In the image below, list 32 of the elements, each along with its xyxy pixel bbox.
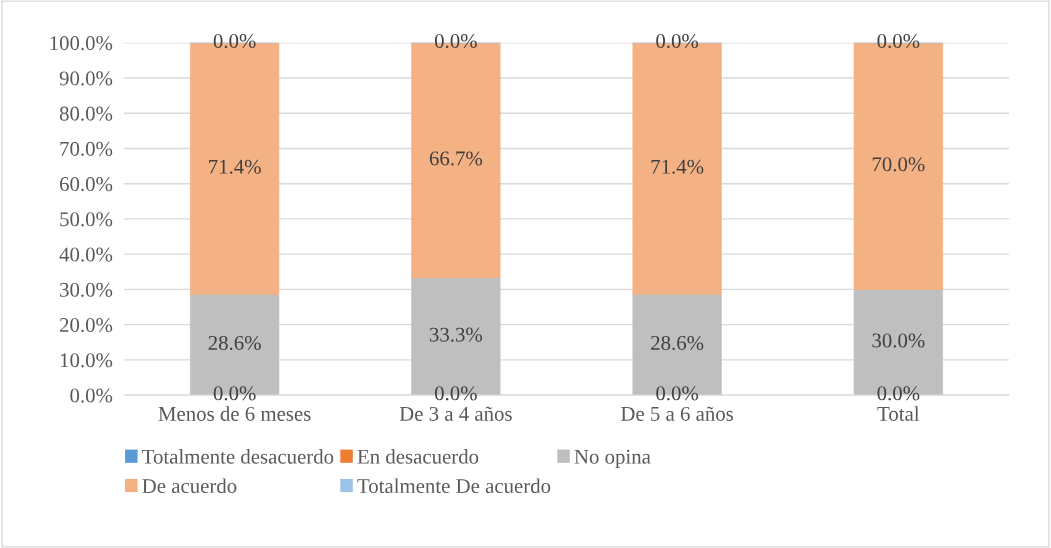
- x-tick-label: Total: [877, 406, 920, 421]
- y-tick-label: 40.0%: [59, 247, 113, 262]
- y-tick-label: 80.0%: [59, 106, 113, 121]
- data-label: 0.0%: [434, 386, 477, 401]
- y-tick-label: 100.0%: [50, 36, 113, 51]
- data-label: 33.3%: [429, 327, 483, 342]
- data-label: 0.0%: [877, 386, 920, 401]
- y-tick-label: 70.0%: [60, 141, 113, 156]
- data-label: 71.4%: [209, 159, 261, 174]
- legend-label: Totalmente De acuerdo: [357, 478, 551, 494]
- legend-label: De acuerdo: [142, 478, 237, 494]
- y-tick-label: 20.0%: [60, 318, 113, 333]
- data-label: 0.0%: [213, 386, 256, 401]
- y-tick-label: 90.0%: [59, 71, 113, 86]
- data-label: 28.6%: [208, 335, 261, 351]
- legend-label: No opina: [574, 449, 651, 468]
- x-tick-label: De 3 a 4 años: [399, 406, 512, 421]
- y-tick-label: 30.0%: [60, 282, 113, 297]
- legend-label: Totalmente desacuerdo: [142, 449, 334, 464]
- data-label: 0.0%: [656, 386, 699, 401]
- y-tick-label: 0.0%: [70, 388, 113, 403]
- data-label: 71.4%: [651, 159, 704, 174]
- data-label: 28.6%: [651, 335, 704, 351]
- data-label: 70.0%: [872, 157, 925, 172]
- x-tick-label: Menos de 6 meses: [158, 406, 311, 421]
- y-tick-label: 60.0%: [59, 177, 113, 192]
- legend-label: En desacuerdo: [357, 449, 479, 464]
- y-tick-label: 10.0%: [60, 353, 113, 368]
- y-tick-label: 50.0%: [60, 212, 113, 227]
- x-tick-label: De 5 a 6 años: [621, 406, 734, 421]
- data-label: 30.0%: [872, 333, 925, 348]
- data-label: 66.7%: [429, 151, 483, 166]
